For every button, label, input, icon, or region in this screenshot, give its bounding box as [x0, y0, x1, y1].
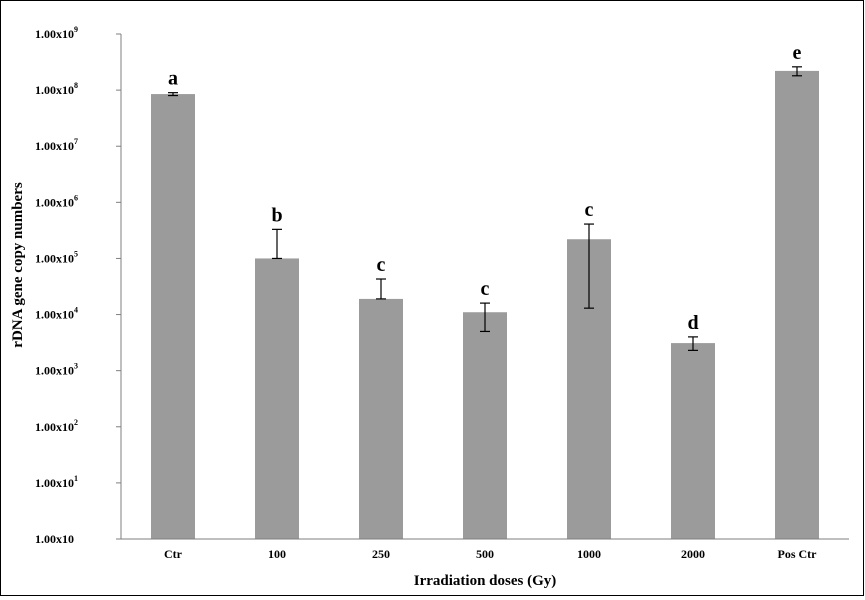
x-axis-labels: Ctr 100 250 500 1000 2000 Pos Ctr [164, 547, 817, 561]
y-tick-label: 1.00x101 [35, 474, 78, 490]
x-tick-label: 250 [372, 547, 390, 561]
significance-letter: b [271, 204, 282, 226]
x-tick-label: Pos Ctr [778, 547, 818, 561]
y-axis-title: rDNA gene copy numbers [10, 182, 26, 348]
y-tick-label: 1.00x107 [35, 137, 78, 153]
significance-letter: d [687, 312, 698, 334]
y-tick-label: 1.00x105 [35, 249, 78, 265]
bar-ctr [151, 94, 195, 539]
bar-100 [255, 258, 299, 539]
significance-letter: e [793, 42, 802, 64]
bar-pos-ctr [775, 70, 819, 539]
x-tick-label: 100 [268, 547, 286, 561]
bars [151, 70, 819, 540]
y-tick-label: 1.00x108 [35, 81, 78, 97]
y-tick-label: 1.00x104 [35, 306, 78, 322]
significance-letter: c [481, 278, 490, 300]
x-axis-title: Irradiation doses (Gy) [414, 573, 557, 589]
significance-letter: a [168, 68, 178, 90]
significance-letter: c [585, 199, 594, 221]
bar-2000 [671, 343, 715, 539]
x-tick-label: 1000 [577, 547, 601, 561]
significance-letter: c [377, 254, 386, 276]
y-tick-label: 1.00x103 [35, 362, 78, 378]
y-tick-label: 1.00x106 [35, 193, 78, 209]
x-tick-label: 500 [476, 547, 494, 561]
y-tick-label: 1.00x102 [35, 418, 78, 434]
error-bars [168, 66, 802, 351]
bar-250 [359, 298, 403, 539]
y-axis-ticks: 1.00x10 1.00x101 1.00x102 1.00x103 1.00x104 1… [35, 25, 121, 546]
y-tick-label: 1.00x10 [35, 532, 74, 546]
x-tick-label: Ctr [164, 547, 183, 561]
y-tick-label: 1.00x109 [35, 25, 78, 41]
significance-letters: a b c c c d e [168, 42, 802, 334]
x-tick-label: 2000 [681, 547, 705, 561]
bar-500 [463, 312, 507, 539]
